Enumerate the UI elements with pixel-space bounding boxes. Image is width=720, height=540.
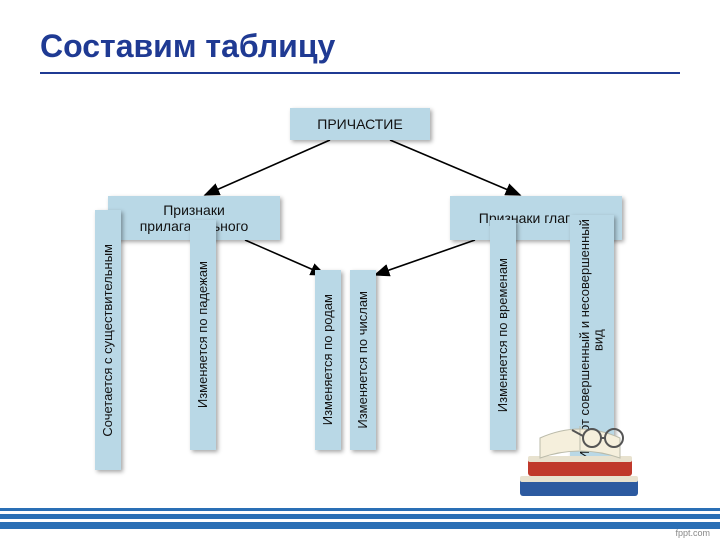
leaf-5-label: Изменяется по временам bbox=[496, 258, 510, 412]
footer-text: fppt.com bbox=[675, 528, 710, 538]
leaf-4-label: Изменяется по числам bbox=[356, 291, 370, 429]
leaf-2: Изменяется по падежам bbox=[190, 220, 216, 450]
node-root-label: ПРИЧАСТИЕ bbox=[317, 116, 402, 132]
leaf-4: Изменяется по числам bbox=[350, 270, 376, 450]
slide-title: Составим таблицу bbox=[40, 28, 335, 65]
leaf-1-label: Сочетается с существительным bbox=[101, 244, 115, 437]
title-underline bbox=[40, 72, 680, 74]
slide: { "title": "Составим таблицу", "root": "… bbox=[0, 0, 720, 540]
leaf-3: Изменяется по родам bbox=[315, 270, 341, 450]
leaf-3-label: Изменяется по родам bbox=[321, 294, 335, 425]
node-root: ПРИЧАСТИЕ bbox=[290, 108, 430, 140]
leaf-1: Сочетается с существительным bbox=[95, 210, 121, 470]
bottom-stripes bbox=[0, 508, 720, 532]
books-icon bbox=[510, 400, 650, 510]
leaf-2-label: Изменяется по падежам bbox=[196, 261, 210, 408]
